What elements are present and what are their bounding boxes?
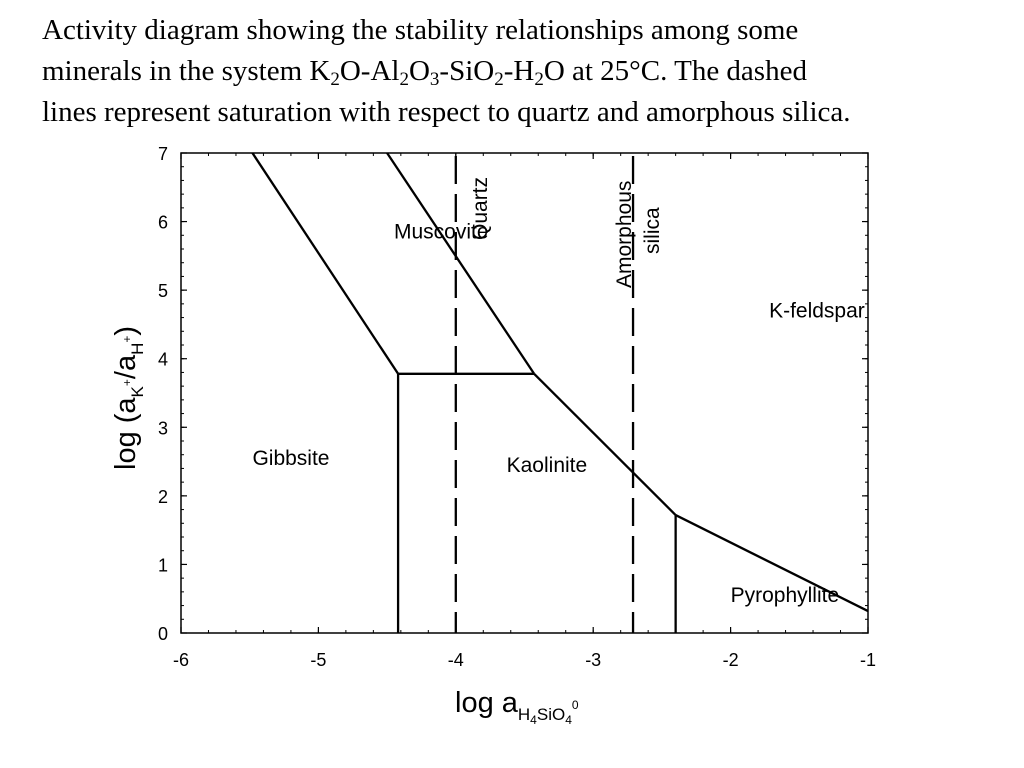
x-axis-label: log aH4SiO40 [455,687,579,727]
x-tick-label: -3 [585,650,601,670]
boundary-pyrophyllite-kfeldspar [675,514,869,613]
boundary-gibbsite-muscovite [251,152,400,375]
field-label-pyrophyllite: Pyrophyllite [731,584,840,607]
y-tick-label: 3 [158,418,168,438]
caption-formula-part: -SiO [439,55,495,87]
field-label-k-feldspar: K-feldspar [769,300,865,323]
boundary-kaolinite-kfeldspar [533,372,677,516]
quartz-label: Quartz [469,177,492,240]
y-axis-label: log (aK+/aH+) [110,326,147,470]
y-tick-label: 6 [158,213,168,233]
caption-line-2-end: O at 25°C. The dashed [543,55,807,87]
subscript: 2 [494,69,504,90]
y-tick-label: 7 [158,144,168,164]
caption-line-3: lines represent saturation with respect … [42,96,851,128]
field-label-kaolinite: Kaolinite [507,454,588,477]
y-tick-label: 2 [158,487,168,507]
amorphous-silica-label-line2: silica [641,207,664,254]
caption-line-2-start: minerals in the system K [42,55,331,87]
x-tick-label: -5 [310,650,326,670]
y-tick-label: 5 [158,281,168,301]
subscript: 3 [429,69,440,90]
boundary-muscovite-kfeldspar [386,152,536,375]
caption-formula-part: -H [503,55,535,87]
caption-line-1: Activity diagram showing the stability r… [42,14,799,46]
field-label-muscovite: Muscovite [394,221,489,244]
caption-formula-part: O [408,55,430,87]
subscript: 2 [399,69,409,90]
y-tick-label: 4 [158,350,168,370]
y-tick-label: 0 [158,624,168,644]
x-tick-label: -4 [448,650,464,670]
field-label-gibbsite: Gibbsite [252,447,329,470]
subscript: 2 [534,69,544,90]
amorphous-silica-label-line1: Amorphous [613,181,636,288]
x-tick-label: -2 [723,650,739,670]
x-tick-label: -6 [173,650,189,670]
x-tick-label: -1 [860,650,876,670]
subscript: 2 [330,69,340,90]
y-tick-label: 1 [158,555,168,575]
caption-formula-part: O-Al [339,55,400,87]
figure-caption: Activity diagram showing the stability r… [42,10,1012,133]
plot-frame [180,152,869,634]
